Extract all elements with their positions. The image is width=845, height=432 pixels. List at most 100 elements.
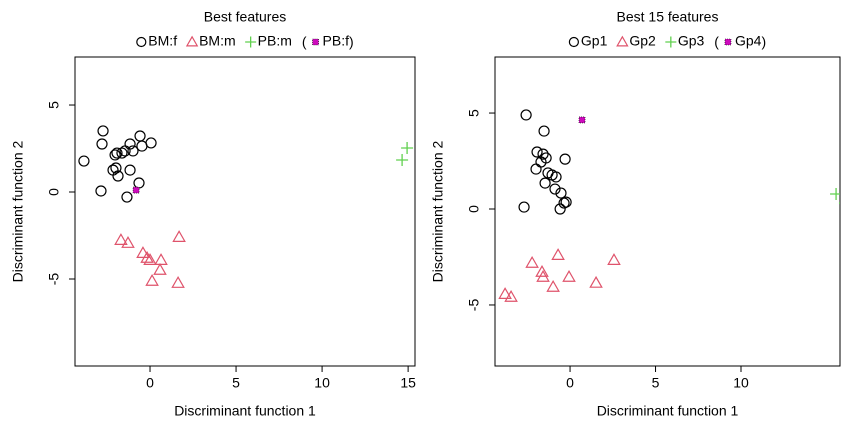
point <box>121 191 133 203</box>
point <box>554 203 566 215</box>
x-tick-label: 15 <box>400 375 416 391</box>
x-tick-label: 10 <box>733 375 749 391</box>
point <box>535 264 549 277</box>
chart-title: Best features <box>204 9 287 25</box>
point <box>539 177 551 189</box>
y-tick-label: 0 <box>466 205 482 213</box>
point <box>145 137 157 149</box>
point <box>133 177 145 189</box>
point <box>551 248 565 260</box>
legend-bracket: ( <box>714 34 719 50</box>
legend-bracket: ) <box>761 34 766 50</box>
point <box>111 147 123 159</box>
point <box>95 185 107 197</box>
y-tick-label: 0 <box>46 188 62 196</box>
point <box>114 233 128 245</box>
x-tick-label: 10 <box>314 375 330 391</box>
point <box>96 138 108 150</box>
point <box>549 183 561 195</box>
point <box>536 269 550 282</box>
point <box>124 164 136 176</box>
point <box>127 145 139 157</box>
x-tick-label: 0 <box>566 375 574 391</box>
x-tick-label: 0 <box>146 375 154 391</box>
y-axis-label: Discriminant function 2 <box>430 140 446 282</box>
point <box>531 146 543 158</box>
x-tick-label: 5 <box>232 375 240 391</box>
y-tick-label: -5 <box>466 299 482 312</box>
point <box>830 188 840 201</box>
point <box>525 255 539 268</box>
legend-marker <box>616 35 629 47</box>
legend-marker <box>665 36 677 48</box>
point <box>121 236 135 248</box>
plot-area <box>78 125 414 288</box>
point <box>145 273 159 286</box>
point <box>109 149 121 161</box>
point <box>153 263 167 275</box>
legend-label: Gp1 <box>581 33 608 49</box>
point <box>498 287 512 299</box>
point <box>559 153 571 165</box>
legend-bracket: ( <box>302 34 307 50</box>
legend-bracket: ) <box>349 34 354 50</box>
x-axis-label: Discriminant function 1 <box>597 403 739 419</box>
point <box>589 275 603 288</box>
x-tick-label: 5 <box>652 375 660 391</box>
y-tick-label: 5 <box>466 109 482 117</box>
legend: Gp1 Gp2 Gp3 ( Gp4) <box>568 33 766 50</box>
point <box>97 125 109 137</box>
legend-label: Gp4 <box>735 33 762 49</box>
legend-marker <box>312 38 319 46</box>
legend-label: Gp2 <box>629 33 656 49</box>
legend-marker <box>245 36 257 48</box>
point <box>132 186 140 194</box>
point <box>143 253 157 265</box>
plot-area <box>498 109 840 302</box>
legend-marker <box>136 36 147 48</box>
point <box>136 140 148 152</box>
point <box>538 125 550 137</box>
point <box>562 269 576 282</box>
point <box>535 156 547 168</box>
point <box>555 187 567 199</box>
point <box>607 253 621 265</box>
chart-title: Best 15 features <box>617 9 719 25</box>
point <box>578 116 586 124</box>
y-axis-label: Discriminant function 2 <box>10 140 26 282</box>
plot-frame <box>74 56 416 367</box>
legend-label: BM:f <box>148 33 177 49</box>
point <box>110 162 122 174</box>
legend: BM:f BM:m PB:m ( PB:f) <box>136 33 354 50</box>
point <box>518 201 530 213</box>
y-tick-label: 5 <box>46 101 62 109</box>
point <box>520 109 532 121</box>
point <box>172 230 186 242</box>
point <box>171 276 185 288</box>
point <box>546 279 560 292</box>
point <box>134 130 146 142</box>
point <box>504 289 518 302</box>
point <box>560 196 572 208</box>
point <box>124 138 136 150</box>
y-tick-label: -5 <box>46 273 62 286</box>
legend-marker <box>185 35 199 47</box>
x-axis-label: Discriminant function 1 <box>174 403 316 419</box>
point <box>401 141 414 154</box>
legend-label: PB:f <box>323 33 350 49</box>
point <box>396 154 409 166</box>
point <box>78 155 90 167</box>
point <box>530 163 542 175</box>
point <box>550 171 562 183</box>
legend-marker <box>568 36 579 48</box>
legend-label: BM:m <box>199 33 236 49</box>
legend-label: Gp3 <box>678 33 705 49</box>
point <box>112 170 124 182</box>
point <box>116 147 128 159</box>
point <box>154 253 168 265</box>
legend-marker <box>724 38 732 46</box>
plot-frame <box>494 56 841 367</box>
point <box>140 250 154 263</box>
legend-label: PB:m <box>258 33 292 49</box>
